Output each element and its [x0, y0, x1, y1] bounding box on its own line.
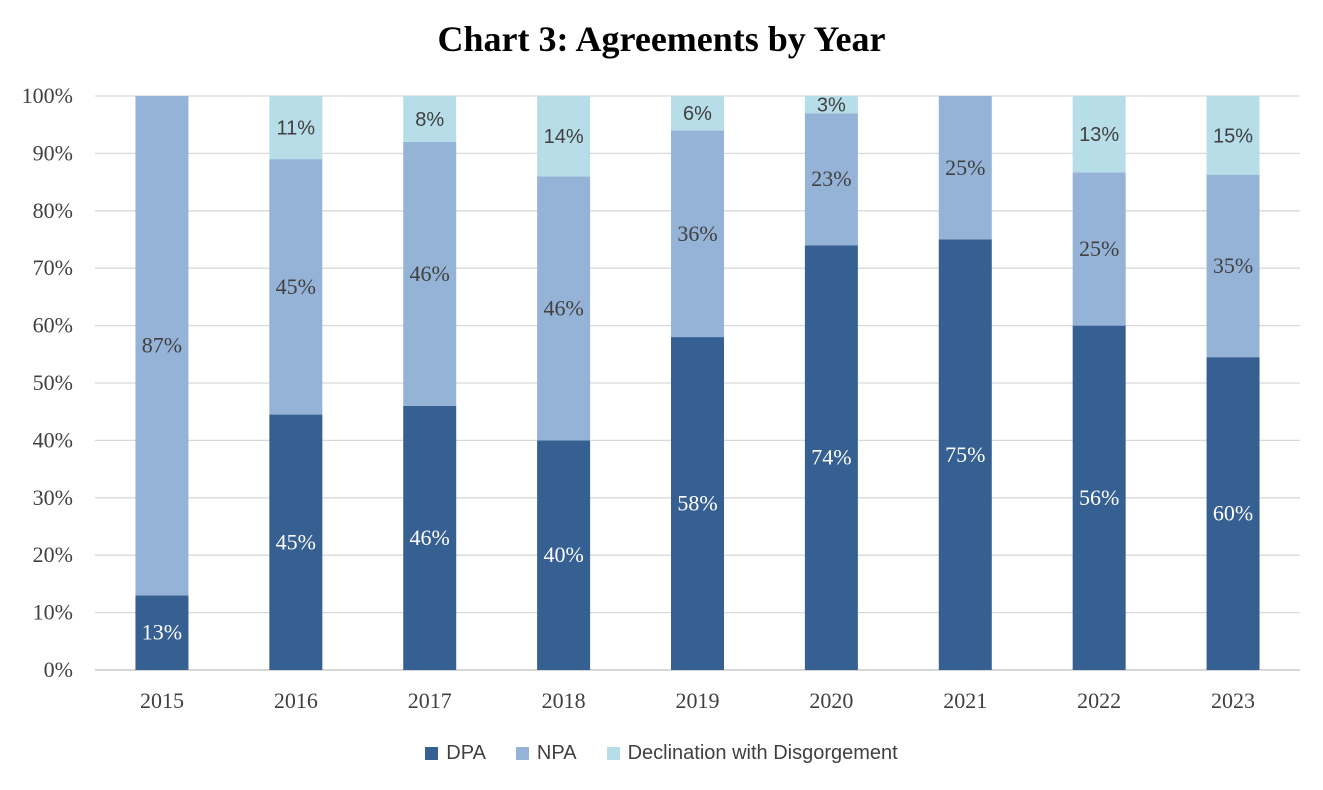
bar-segment — [1072, 172, 1126, 326]
y-tick-label: 90% — [33, 140, 73, 165]
data-label: 25% — [945, 155, 985, 180]
data-label: 45% — [276, 529, 316, 554]
data-label: 74% — [811, 445, 851, 470]
chart-title: Chart 3: Agreements by Year — [437, 19, 886, 59]
legend-label-npa: NPA — [536, 742, 577, 764]
bar-segment — [671, 130, 724, 338]
y-tick-label: 60% — [33, 313, 73, 338]
bar-segment — [671, 337, 724, 670]
legend-label-dpa: DPA — [446, 742, 486, 764]
data-label: 11% — [277, 118, 316, 140]
bar-segment — [1072, 96, 1126, 173]
bar-segment — [537, 96, 591, 177]
bar-segment — [135, 96, 189, 596]
data-label: 14% — [544, 126, 584, 148]
x-tick-label: 2023 — [1211, 688, 1255, 713]
data-label: 3% — [817, 95, 846, 117]
bar-segment — [1206, 96, 1260, 175]
data-label: 23% — [811, 166, 851, 191]
data-label: 15% — [1213, 125, 1253, 147]
y-tick-label: 80% — [33, 198, 73, 223]
y-tick-label: 30% — [33, 485, 73, 510]
bar-segment — [537, 440, 591, 670]
bar-segment — [938, 96, 992, 240]
legend-item-declination: Declination with Disgorgement — [606, 742, 898, 765]
data-label: 40% — [543, 542, 583, 567]
data-label: 25% — [1079, 236, 1119, 261]
x-tick-label: 2019 — [676, 688, 720, 713]
data-label: 45% — [276, 274, 316, 299]
y-tick-label: 50% — [33, 370, 73, 395]
chart-legend: DPA NPA Declination with Disgorgement — [0, 742, 1323, 765]
bar-segment — [938, 239, 992, 670]
legend-swatch-dpa — [425, 747, 439, 760]
bar-segment — [269, 96, 323, 160]
legend-item-npa: NPA — [515, 742, 577, 765]
data-label: 36% — [677, 221, 717, 246]
y-tick-label: 20% — [33, 542, 73, 567]
data-label: 75% — [945, 442, 985, 467]
y-tick-label: 10% — [33, 600, 73, 625]
bar-segment — [403, 96, 457, 142]
x-tick-label: 2017 — [408, 688, 452, 713]
x-tick-label: 2022 — [1077, 688, 1121, 713]
bar-segment — [403, 405, 457, 670]
data-label: 8% — [415, 109, 444, 131]
data-label: 13% — [1079, 124, 1119, 146]
x-tick-label: 2018 — [542, 688, 586, 713]
legend-item-dpa: DPA — [425, 742, 486, 765]
y-tick-label: 70% — [33, 255, 73, 280]
bar-segment — [1072, 325, 1126, 670]
legend-swatch-declination — [606, 747, 620, 760]
legend-label-declination: Declination with Disgorgement — [627, 742, 898, 764]
data-label: 46% — [410, 525, 450, 550]
x-tick-label: 2021 — [943, 688, 987, 713]
data-label: 46% — [543, 295, 583, 320]
y-tick-label: 100% — [22, 83, 73, 108]
y-tick-label: 40% — [33, 427, 73, 452]
y-tick-label: 0% — [44, 657, 73, 682]
bar-segment — [269, 414, 323, 670]
data-label: 35% — [1213, 253, 1253, 278]
legend-swatch-npa — [515, 747, 529, 760]
bar-segment — [1206, 357, 1260, 670]
bar-segment — [804, 245, 858, 671]
bar-segment — [403, 141, 457, 406]
data-label: 46% — [410, 261, 450, 286]
data-label: 13% — [142, 620, 182, 645]
data-label: 58% — [677, 491, 717, 516]
bar-segment — [671, 96, 724, 131]
bar-segment — [135, 595, 189, 670]
data-label: 56% — [1079, 485, 1119, 510]
x-tick-label: 2016 — [274, 688, 318, 713]
x-tick-label: 2015 — [140, 688, 184, 713]
data-label: 60% — [1213, 501, 1253, 526]
bar-segment — [1206, 174, 1260, 358]
data-label: 6% — [683, 103, 712, 125]
bar-segment — [269, 159, 323, 415]
x-tick-label: 2020 — [809, 688, 853, 713]
bar-segment — [537, 176, 591, 441]
bar-segment — [804, 113, 858, 246]
data-label: 87% — [142, 333, 182, 358]
bar-segment — [804, 96, 858, 114]
